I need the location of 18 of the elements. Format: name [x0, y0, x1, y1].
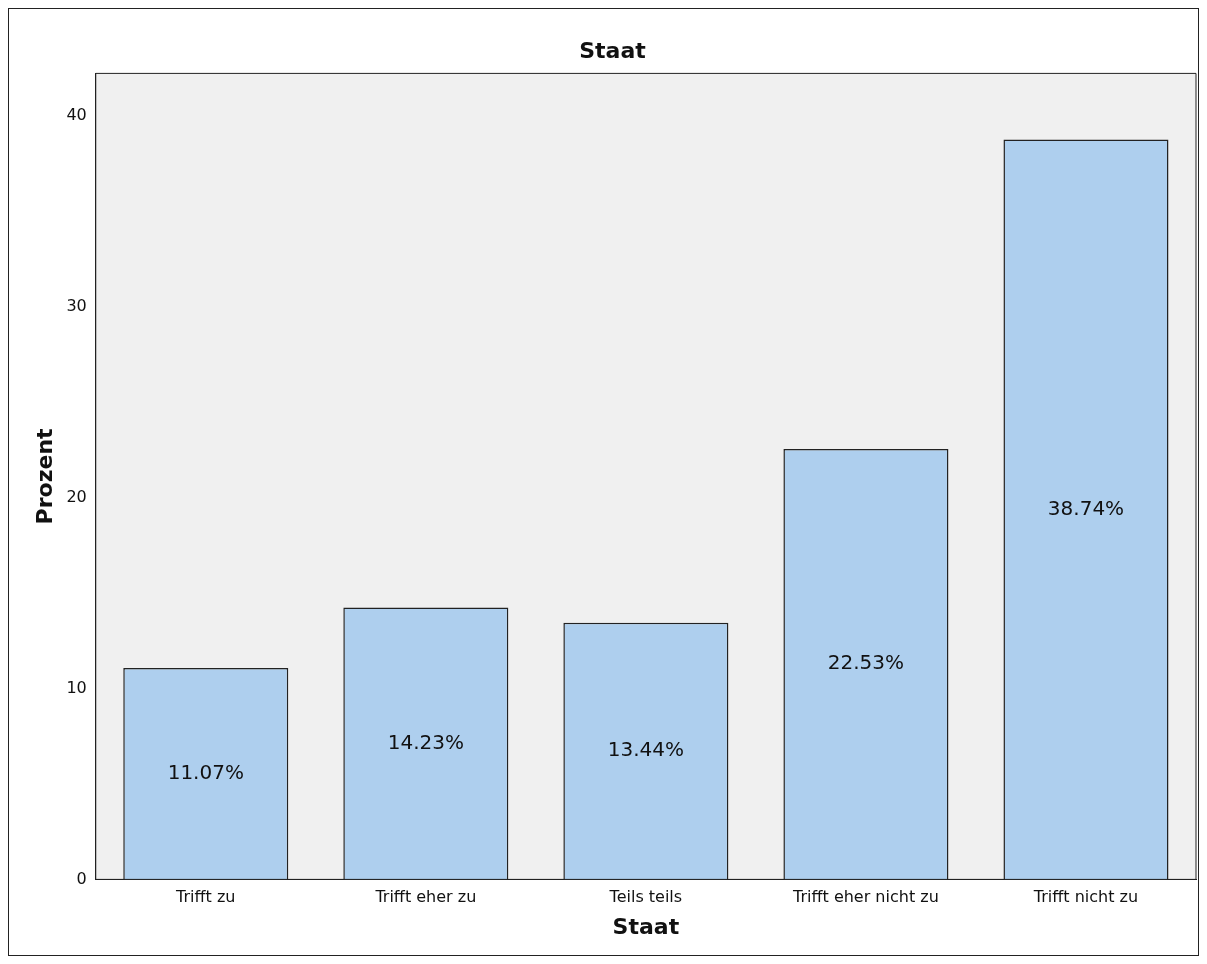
- data-label: 22.53%: [827, 650, 905, 675]
- y-tick-label: 20: [66, 486, 87, 506]
- y-axis-title: Prozent: [31, 427, 57, 525]
- y-tick-label: 10: [66, 677, 87, 697]
- x-tick-label: Trifft zu: [175, 887, 236, 907]
- data-label: 11.07%: [167, 759, 244, 784]
- y-tick-label: 0: [76, 868, 87, 888]
- y-tick-label: 40: [66, 104, 87, 124]
- chart-title: Staat: [579, 37, 647, 63]
- y-tick-label: 30: [66, 295, 87, 315]
- data-label: 14.23%: [387, 729, 464, 754]
- data-label: 13.44%: [607, 737, 685, 762]
- data-label: 38.74%: [1047, 495, 1125, 520]
- x-tick-label: Trifft eher nicht zu: [792, 887, 939, 907]
- x-tick-label: Trifft nicht zu: [1032, 887, 1139, 907]
- x-axis-title: Staat: [612, 913, 680, 939]
- x-tick-label: Trifft eher zu: [374, 887, 477, 907]
- x-tick-label: Teils teils: [608, 887, 683, 907]
